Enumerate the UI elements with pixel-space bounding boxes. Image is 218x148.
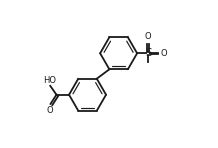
Text: S: S — [145, 48, 152, 58]
Text: O: O — [47, 106, 53, 115]
Text: HO: HO — [43, 76, 56, 85]
Text: O: O — [145, 32, 152, 41]
Text: O: O — [160, 49, 167, 58]
